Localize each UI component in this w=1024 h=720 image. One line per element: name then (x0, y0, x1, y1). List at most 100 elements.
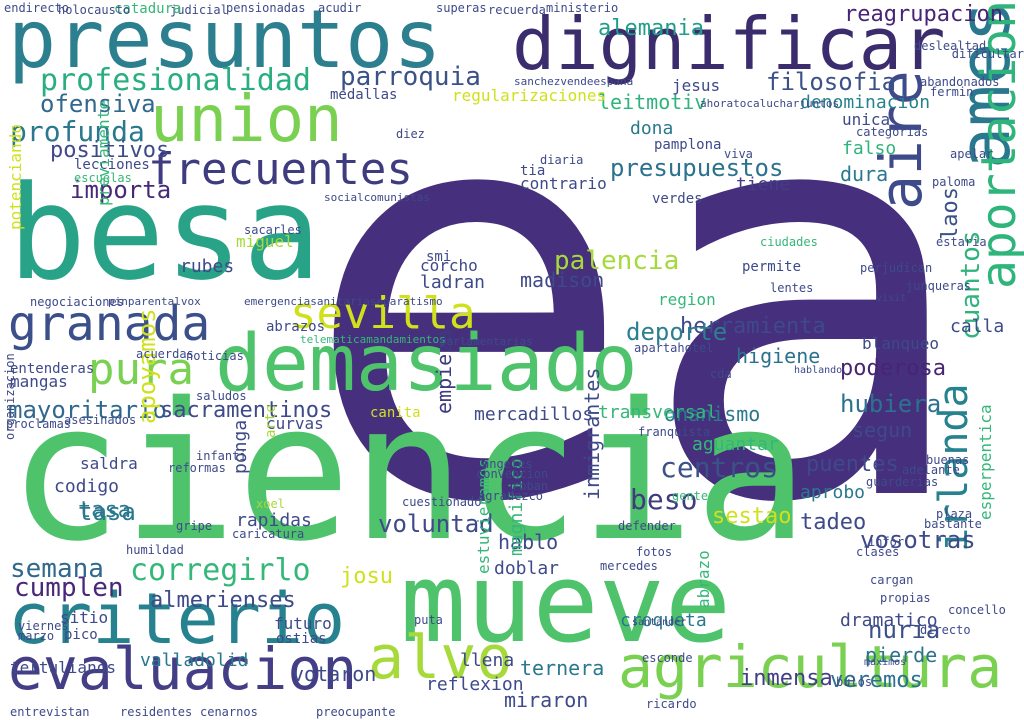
cloud-word: tia (520, 163, 546, 179)
cloud-word: caricatura (232, 527, 305, 541)
cloud-word: evaluacion (8, 635, 358, 703)
cloud-word: tasa (78, 498, 131, 523)
cloud-word: bastante (924, 517, 982, 531)
cloud-word: frecuentes (148, 144, 413, 195)
cloud-word: tasa (78, 498, 136, 526)
cloud-word: proclamas (6, 417, 72, 431)
cloud-word: dona (630, 118, 674, 139)
cloud-word: ponga (230, 419, 251, 474)
cloud-word: lentes (770, 281, 814, 295)
cloud-word: sacramentinos (160, 398, 333, 423)
cloud-word: lecciones (74, 157, 150, 173)
cloud-word: ciencia (8, 362, 809, 583)
cloud-word: emergenciasanitariaseparatismo (244, 295, 443, 308)
cloud-word: mangas (10, 372, 68, 391)
cloud-word: infor (868, 535, 905, 549)
cloud-word: futuro (274, 614, 332, 633)
cloud-word: potenciando (6, 124, 25, 230)
cloud-word: criterio (8, 578, 346, 660)
cloud-word: cargan (870, 573, 914, 587)
cloud-word: deslealtad (914, 39, 987, 53)
cloud-word: tiene (736, 174, 791, 195)
cloud-word: vosotras (860, 526, 976, 554)
cloud-word: hablando (794, 365, 843, 376)
cloud-word: sanchezvendeespana (514, 75, 634, 88)
cloud-word: roban (512, 479, 549, 493)
cloud-word: positivos (50, 138, 170, 163)
cloud-word: viva (724, 147, 753, 161)
cloud-word: hablo (498, 530, 559, 554)
cloud-word: catadura (114, 1, 182, 17)
cloud-word: holocausto (58, 3, 131, 17)
cloud-word: centros (660, 451, 779, 484)
cloud-word: mayoritario (8, 396, 167, 424)
cloud-word: apartahotel (634, 341, 714, 355)
cloud-word: corregirlo (130, 553, 311, 588)
cloud-word: ternera (520, 656, 605, 680)
cloud-word: reagrupacion (844, 2, 1003, 27)
cloud-word: asesinados (64, 413, 137, 427)
cloud-word: calla (950, 316, 1005, 337)
cloud-word: josu (340, 564, 393, 589)
cloud-word: judicial (170, 3, 228, 17)
cloud-word: tadeo (800, 510, 867, 535)
cloud-word: parlamentarias (440, 335, 533, 348)
cloud-word: apelar (950, 147, 994, 161)
cloud-word: herramienta (680, 314, 826, 339)
cloud-word: noticias (186, 349, 244, 363)
cloud-word: arte (263, 404, 279, 438)
cloud-word: semana (10, 554, 104, 584)
cloud-word: reflexion (426, 674, 524, 695)
cloud-word: telematicamandamientos (300, 333, 446, 346)
cloud-word: madison (520, 268, 605, 292)
cloud-word: superas (436, 1, 487, 15)
cloud-word: esconde (642, 651, 693, 665)
cloud-word: cda (710, 367, 732, 381)
cloud-word: inmigrantes (580, 367, 604, 500)
cloud-word: alvo (368, 623, 513, 693)
cloud-word: profunda (10, 115, 145, 148)
cloud-word: angeles (482, 457, 533, 471)
cloud-word: filosofia (766, 68, 897, 96)
cloud-word: pamplona (654, 137, 722, 153)
cloud-word: alemania (598, 16, 704, 41)
cloud-word: palencia (554, 246, 680, 276)
cloud-word: esperpentica (976, 404, 995, 520)
cloud-word: buenas (926, 453, 970, 467)
cloud-word: escuelas (74, 171, 132, 185)
cloud-word: marzo (18, 629, 55, 643)
cloud-word: dura (840, 162, 889, 186)
cloud-word: laos (938, 187, 963, 240)
cloud-word: presupuestos (610, 154, 784, 182)
cloud-word: pensionadas (226, 1, 306, 15)
cloud-word: union (150, 83, 343, 157)
cloud-word: sestao (712, 504, 792, 529)
cloud-word: valladolid (140, 650, 249, 671)
cloud-word: mercadillos (474, 404, 594, 425)
cloud-word: miraron (504, 688, 589, 712)
cloud-word: pico (64, 627, 98, 643)
cloud-word: smi (426, 249, 452, 265)
cloud-word: aguantar (692, 434, 779, 455)
cloud-word: gripe (176, 519, 213, 533)
cloud-word: agricultura (618, 633, 1003, 701)
cloud-word: blanqueo (862, 334, 940, 353)
cloud-word: directo (920, 623, 971, 637)
cloud-word: guarderias (866, 475, 939, 489)
cloud-word: higiene (736, 344, 821, 368)
cloud-word: junqueras (906, 279, 972, 293)
cloud-word: dramatico (840, 610, 938, 631)
cloud-word: abrazo (694, 550, 713, 608)
cloud-word: negociaciones (30, 295, 124, 309)
cloud-word: denominacion (800, 92, 931, 113)
cloud-word: reformas (168, 461, 226, 475)
cloud-word: entenderas (10, 361, 95, 377)
cloud-word: pierde (865, 643, 938, 667)
cloud-word: puentes (806, 452, 899, 477)
cloud-word: beso (630, 483, 698, 516)
cloud-word: preocupante (316, 705, 396, 719)
cloud-word: socialcomunistas (324, 191, 430, 204)
cloud-word: falso (842, 138, 897, 159)
cloud-word: apoyamos (133, 308, 161, 424)
